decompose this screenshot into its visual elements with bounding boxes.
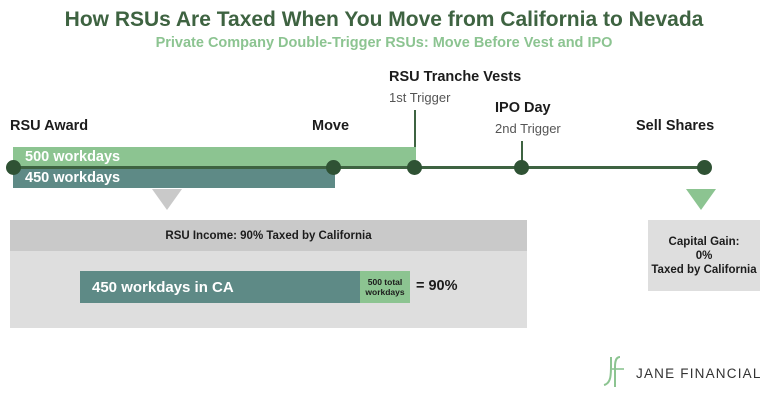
timeline-dot-move [326,160,341,175]
vest-connector-line [414,110,416,162]
ca-workdays-fraction-bar: 450 workdays in CA [80,271,369,303]
ipo-connector-line [521,141,523,163]
event-sublabel-vest: 1st Trigger [389,90,451,105]
brand-name: JANE FINANCIAL [636,366,762,381]
total-workdays-label: 500 workdays [25,149,121,165]
capital-gain-box: Capital Gain: 0% Taxed by California [648,220,760,291]
capital-gain-line1: Capital Gain: [668,235,740,248]
event-label-award: RSU Award [10,118,89,134]
income-pointer-triangle [152,189,182,210]
event-label-sell: Sell Shares [636,118,715,134]
timeline-dot-ipo [514,160,529,175]
timeline-dot-award [6,160,21,175]
total-workdays-bar: 500 workdays [13,147,416,167]
income-box-header: RSU Income: 90% Taxed by California [10,220,527,251]
page-subtitle: Private Company Double-Trigger RSUs: Mov… [155,35,613,51]
income-box-header-text: RSU Income: 90% Taxed by California [165,229,372,242]
capital-gain-line2: 0% [695,249,713,262]
ca-workdays-fraction-label: 450 workdays in CA [92,278,234,296]
event-label-move: Move [312,118,350,134]
event-sublabel-ipo: 2nd Trigger [495,121,561,136]
page-title: How RSUs Are Taxed When You Move from Ca… [64,8,704,31]
timeline-dot-sell [697,160,712,175]
capital-gain-line3: Taxed by California [651,263,757,276]
income-result: = 90% [416,278,458,294]
california-workdays-bar: 450 workdays [13,167,335,188]
timeline-dot-vest [407,160,422,175]
event-label-ipo: IPO Day [495,100,551,116]
income-box: RSU Income: 90% Taxed by California 450 … [10,220,527,328]
timeline-axis [13,166,705,169]
jane-financial-logo-icon [598,353,634,389]
total-workdays-fraction-label: 500 total workdays [365,277,405,297]
total-workdays-fraction-bar: 500 total workdays [360,271,410,303]
gain-pointer-triangle [686,189,716,210]
california-workdays-label: 450 workdays [25,169,121,186]
event-label-vest: RSU Tranche Vests [389,69,522,85]
